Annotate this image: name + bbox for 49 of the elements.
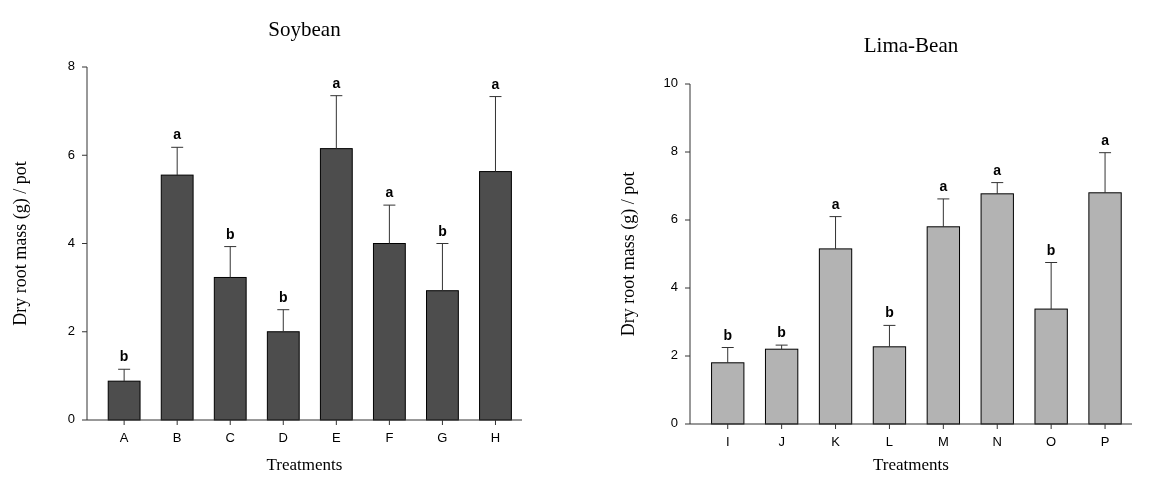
x-tick-label: E xyxy=(331,430,341,445)
annotation: a xyxy=(1101,131,1110,148)
y-axis-title: Dry root mass (g) / pot xyxy=(618,171,640,337)
x-tick-label: I xyxy=(725,434,730,449)
x-tick-label: B xyxy=(172,430,182,445)
chart-title: Lima-Bean xyxy=(863,33,959,57)
y-tick-label: 0 xyxy=(67,411,75,427)
y-tick-label: 4 xyxy=(670,279,678,295)
chart-title: Soybean xyxy=(268,17,342,41)
annotation: b xyxy=(1046,241,1056,258)
y-tick-label: 2 xyxy=(67,323,75,339)
x-tick-label: F xyxy=(385,430,394,445)
x-tick-label: P xyxy=(1100,434,1110,449)
y-tick-label: 6 xyxy=(67,146,75,162)
annotation: b xyxy=(225,225,235,242)
x-tick-label: M xyxy=(937,434,949,449)
x-tick-label: G xyxy=(437,430,448,445)
x-tick-label: C xyxy=(225,430,235,445)
y-axis-title: Dry root mass (g) / pot xyxy=(10,161,32,326)
x-axis-title: Treatments xyxy=(266,455,343,474)
y-tick-label: 2 xyxy=(670,347,678,363)
y-tick-label: 0 xyxy=(670,415,678,431)
x-tick-label: D xyxy=(278,430,288,445)
y-tick-label: 8 xyxy=(670,143,678,159)
annotation: a xyxy=(385,184,394,201)
x-tick-label: J xyxy=(778,434,785,449)
annotation: a xyxy=(491,75,500,92)
annotation: b xyxy=(119,348,129,365)
annotation: b xyxy=(438,222,447,239)
x-tick-label: L xyxy=(885,434,894,449)
x-tick-label: K xyxy=(831,434,841,449)
annotation: a xyxy=(173,126,182,143)
y-tick-label: 10 xyxy=(663,75,678,91)
y-tick-label: 4 xyxy=(67,234,75,250)
annotation: b xyxy=(885,304,894,321)
annotation: a xyxy=(332,74,341,91)
annotation: a xyxy=(831,195,840,212)
y-tick-label: 8 xyxy=(67,58,75,74)
x-tick-label: O xyxy=(1046,434,1057,449)
annotation: b xyxy=(777,324,786,341)
x-tick-label: N xyxy=(992,434,1002,449)
annotation: b xyxy=(723,326,733,343)
annotation: b xyxy=(279,288,288,305)
x-tick-label: H xyxy=(490,430,501,445)
annotation: a xyxy=(939,177,948,194)
x-axis-title: Treatments xyxy=(873,455,949,474)
y-tick-label: 6 xyxy=(670,211,678,227)
annotation: a xyxy=(993,161,1002,178)
x-tick-label: A xyxy=(119,430,129,445)
